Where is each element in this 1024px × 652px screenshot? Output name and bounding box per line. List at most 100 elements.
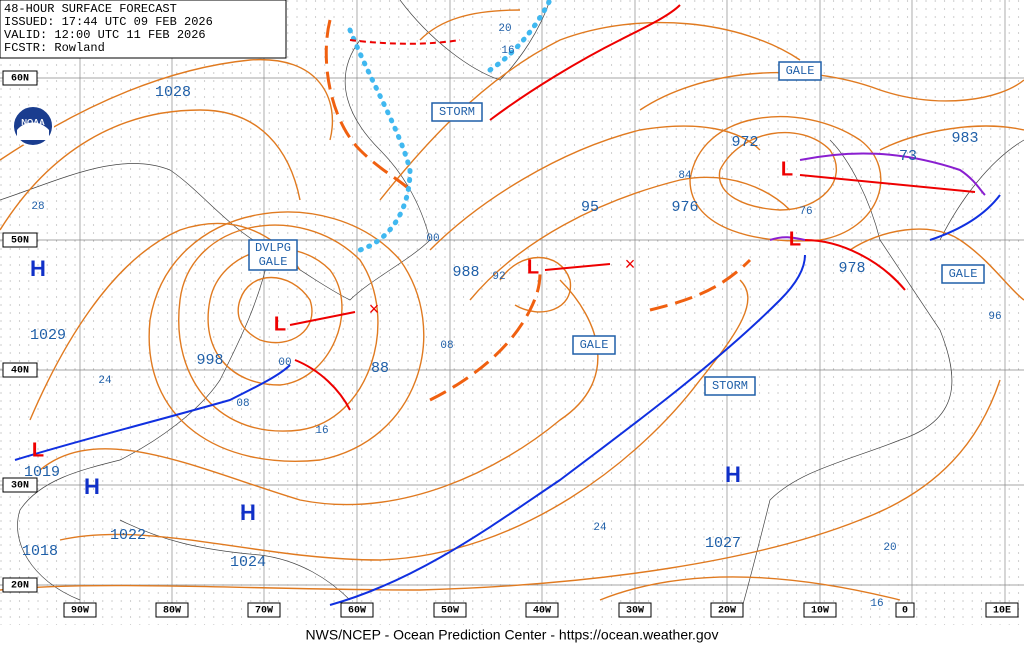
pressure-label: 978 (838, 260, 865, 277)
footer: NWS/NCEP - Ocean Prediction Center - htt… (306, 627, 719, 643)
front (349, 39, 461, 45)
isobar (469, 176, 791, 301)
lat-labels: 60N 50N 40N 30N 20N (2, 70, 38, 593)
lon-label: 70W (255, 606, 273, 617)
lon-label: 10W (811, 606, 829, 617)
isobar (178, 224, 379, 432)
lon-label (618, 602, 652, 618)
front (289, 311, 356, 326)
isobar-label: 96 (988, 311, 1001, 323)
front (14, 364, 291, 461)
lon-label (895, 602, 915, 618)
front: × (625, 254, 636, 274)
isobar (148, 211, 425, 462)
lon-label (247, 602, 281, 618)
warning-label (778, 61, 822, 81)
isobar (689, 115, 882, 242)
pressure-label: 988 (452, 264, 479, 281)
lat-label: 40N (11, 366, 29, 377)
isobar-label: 16 (315, 425, 328, 437)
isobar-label: 20 (883, 542, 896, 554)
isobar (499, 256, 572, 313)
pressure-label: 1018 (22, 543, 58, 560)
low-center: L (274, 313, 286, 335)
isobar (429, 125, 761, 251)
pressure-label: 73 (899, 148, 917, 165)
lon-label: 50W (441, 606, 459, 617)
isobar (237, 276, 313, 344)
front (799, 152, 986, 196)
front (294, 359, 351, 411)
isobar-label: 16 (870, 598, 883, 610)
pressure-label: 1022 (110, 527, 146, 544)
header-line: ISSUED: 17:44 UTC 09 FEB 2026 (4, 15, 213, 29)
lat-label (2, 232, 38, 248)
pressure-label: 1028 (155, 84, 191, 101)
lon-label: 30W (626, 606, 644, 617)
lon-label (525, 602, 559, 618)
pressure-label: 972 (731, 134, 758, 151)
lon-label: 20W (718, 606, 736, 617)
high-center: H (30, 256, 46, 281)
lon-label: 10E (993, 606, 1011, 617)
header-line: VALID: 12:00 UTC 11 FEB 2026 (4, 28, 206, 42)
lon-label (710, 602, 744, 618)
warning-label (941, 264, 985, 284)
lon-label (340, 602, 374, 618)
low-centers: L L L L L (32, 158, 801, 461)
pressure-label: 983 (951, 130, 978, 147)
isobar-label: 00 (278, 357, 291, 369)
lon-label (433, 602, 467, 618)
coastline (399, 0, 551, 81)
fronts: × × (14, 0, 1001, 606)
high-center: H (240, 500, 256, 525)
warning-label (704, 376, 756, 396)
lon-label: 90W (71, 606, 89, 617)
lon-label: 40W (533, 606, 551, 617)
isobar-label: 16 (501, 45, 514, 57)
isobar (59, 279, 749, 561)
isobar (0, 59, 334, 161)
isobar-labels: 28 24 08 00 16 20 16 00 92 08 84 76 96 2… (31, 23, 1001, 610)
warning-label: GALE (259, 255, 288, 269)
isobar-label: 92 (492, 271, 505, 283)
lat-label (2, 577, 38, 593)
lon-label: 80W (163, 606, 181, 617)
pressure-label: 1029 (30, 327, 66, 344)
isobar (0, 379, 1001, 591)
pressure-label: 1024 (230, 554, 266, 571)
isobar-label: 08 (440, 340, 453, 352)
front (769, 236, 806, 241)
lon-label (985, 602, 1019, 618)
isobar (718, 131, 837, 211)
coastlines (0, 0, 1024, 616)
front (489, 4, 681, 121)
header-box (0, 0, 287, 59)
high-centers: H H H H (30, 256, 741, 525)
front (929, 194, 1001, 241)
warning-label: GALE (949, 267, 978, 281)
warning-label (248, 239, 298, 271)
warning-label: STORM (712, 379, 748, 393)
low-center: L (32, 439, 44, 461)
lat-label (2, 477, 38, 493)
header-line: FCSTR: Rowland (4, 41, 105, 55)
isobar-label: 24 (98, 375, 112, 387)
low-center: L (789, 228, 801, 250)
lat-label: 20N (11, 581, 29, 592)
front (324, 19, 412, 192)
header-box: 48-HOUR SURFACE FORECAST ISSUED: 17:44 U… (0, 0, 287, 59)
front (649, 258, 752, 312)
lat-label: 30N (11, 481, 29, 492)
lat-label (2, 70, 38, 86)
coastline (739, 139, 953, 616)
coastline (119, 519, 351, 601)
pressure-label: 95 (581, 199, 599, 216)
isobar (639, 71, 1024, 111)
lon-label: 60W (348, 606, 366, 617)
pressure-label: 88 (371, 360, 389, 377)
pressure-label: 998 (196, 352, 223, 369)
front (799, 174, 976, 193)
pressure-label: 1027 (705, 535, 741, 552)
